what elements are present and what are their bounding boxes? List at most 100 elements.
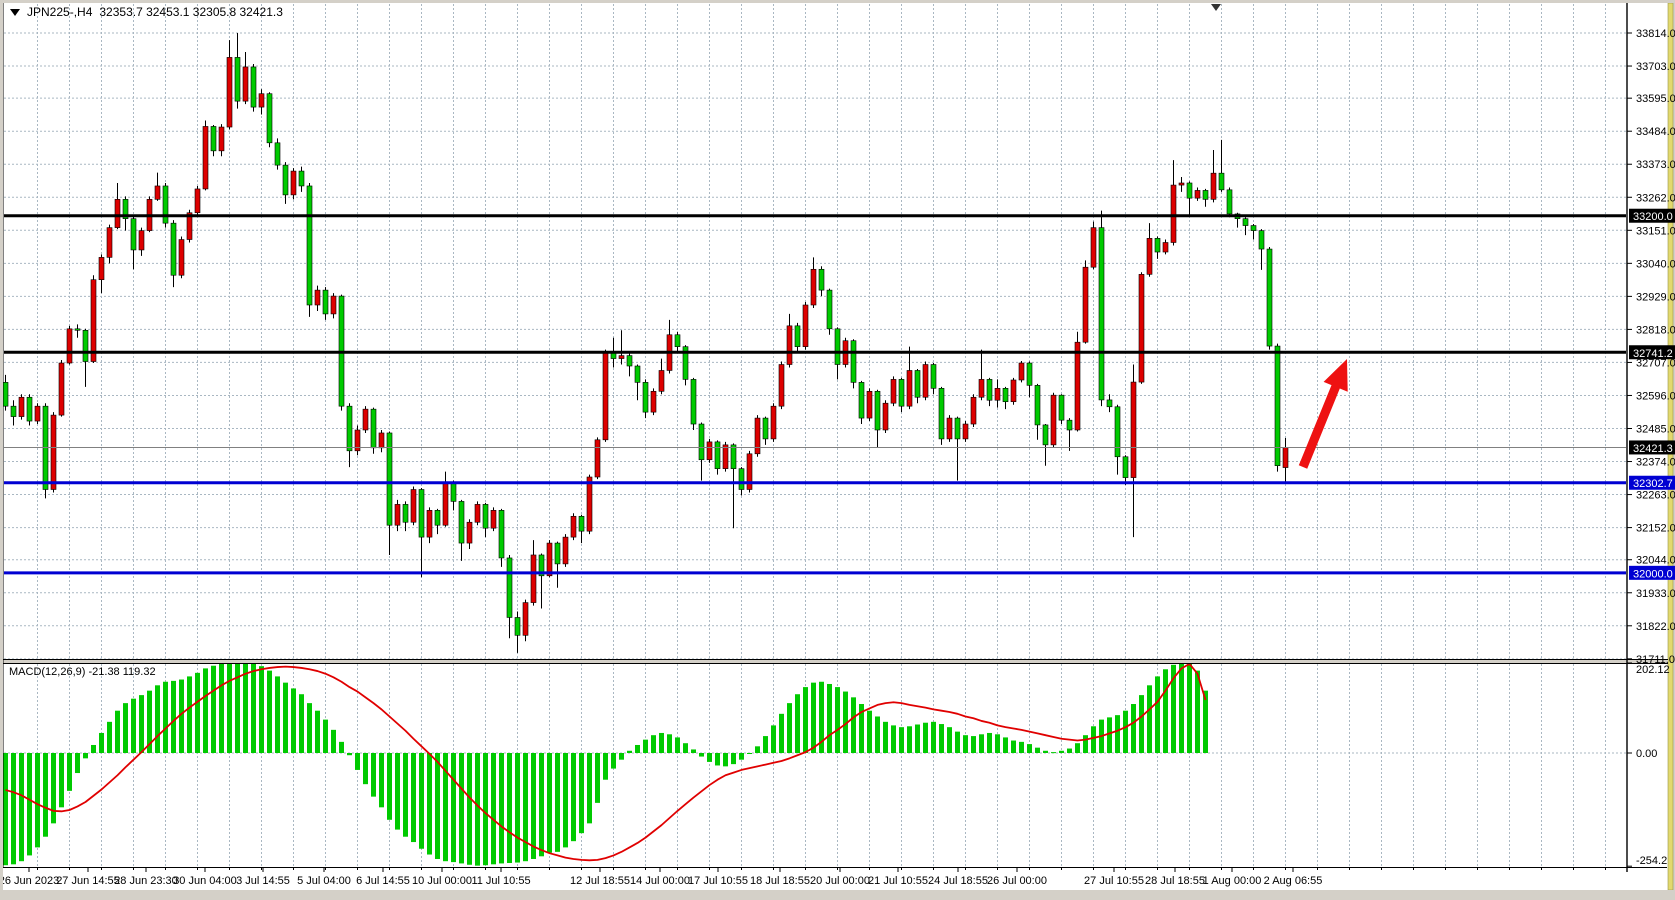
candle-up xyxy=(50,414,57,490)
candle-down xyxy=(626,355,633,367)
macd-bar xyxy=(243,661,248,753)
macd-bar xyxy=(1027,744,1032,753)
time-tick-label: 2 Aug 06:55 xyxy=(1264,875,1323,887)
price-tick-label: 31822.0 xyxy=(1636,621,1675,633)
macd-bar xyxy=(379,753,384,808)
macd-bar xyxy=(627,750,632,753)
candle-down xyxy=(1122,456,1129,478)
candle-down xyxy=(1042,424,1049,446)
macd-bar xyxy=(699,753,704,757)
candle-up xyxy=(1010,379,1017,403)
candle-down xyxy=(250,66,257,108)
macd-bar xyxy=(971,736,976,753)
macd-bar xyxy=(635,744,640,753)
panel-divider[interactable] xyxy=(3,659,1668,660)
macd-bar xyxy=(155,685,160,753)
price-axis[interactable]: 33814.0 33703.0 33595.0 33484.0 33373.0 33262… xyxy=(1627,28,1675,666)
price-tag-32421.3: 32421.3 xyxy=(1629,440,1675,455)
macd-bar xyxy=(251,663,256,753)
macd-bar xyxy=(907,726,912,753)
candle-up xyxy=(426,510,433,538)
candle-down xyxy=(954,417,961,440)
macd-bar xyxy=(443,753,448,862)
macd-bar xyxy=(675,737,680,753)
macd-scale-label: 202.12 xyxy=(1636,664,1670,676)
macd-bar xyxy=(131,698,136,753)
macd-bar xyxy=(11,753,16,865)
macd-bar xyxy=(427,753,432,855)
macd-bar xyxy=(723,753,728,767)
candle-up xyxy=(1130,381,1137,478)
macd-bar xyxy=(963,735,968,753)
macd-bar xyxy=(91,744,96,753)
time-tick-label: 28 Jul 18:55 xyxy=(1145,875,1205,887)
candle-down xyxy=(1114,406,1121,458)
candle-down xyxy=(1226,189,1233,215)
macd-bar xyxy=(67,753,72,791)
price-tick-label: 33040.0 xyxy=(1636,258,1675,270)
macd-bar xyxy=(451,753,456,863)
candle-down xyxy=(1242,218,1249,226)
macd-bar xyxy=(315,710,320,753)
macd-bar xyxy=(27,753,32,856)
candle-up xyxy=(962,423,969,440)
candle-down xyxy=(818,268,825,291)
macd-bar xyxy=(83,753,88,759)
candle-up xyxy=(1178,182,1185,186)
macd-bar xyxy=(795,694,800,753)
candle-up xyxy=(186,212,193,240)
macd-bar xyxy=(619,753,624,760)
symbol-period-label: JPN225-,H4 xyxy=(27,5,93,19)
candle-down xyxy=(538,554,545,577)
macd-bar xyxy=(355,753,360,770)
macd-bar xyxy=(179,679,184,753)
candle-down xyxy=(874,390,881,431)
price-tag-32302.7: 32302.7 xyxy=(1629,475,1675,490)
candle-down xyxy=(634,365,641,383)
candle-down xyxy=(826,289,833,330)
macd-bar xyxy=(267,670,272,753)
candle-up xyxy=(218,126,225,152)
red-up-arrow-annotation[interactable] xyxy=(1298,359,1348,469)
macd-bar xyxy=(995,734,1000,753)
candle-up xyxy=(90,279,97,362)
price-tick-label: 32044.0 xyxy=(1636,555,1675,567)
macd-name: MACD(12,26,9) xyxy=(9,666,86,678)
candle-down xyxy=(274,142,281,166)
time-tick-label: 30 Jun 04:00 xyxy=(173,875,237,887)
candle-down xyxy=(162,185,169,224)
candle-up xyxy=(562,536,569,565)
macd-bar xyxy=(595,753,600,803)
time-tick-label: 10 Jul 00:00 xyxy=(412,875,472,887)
candle-down xyxy=(858,382,865,419)
candle-down xyxy=(402,504,409,523)
candle-down xyxy=(1058,394,1065,421)
macd-bar xyxy=(1131,704,1136,753)
price-tick-label: 33373.0 xyxy=(1636,159,1675,171)
macd-bar xyxy=(1035,747,1040,753)
candle-down xyxy=(74,328,81,331)
candle-down xyxy=(1154,238,1161,253)
macd-bar xyxy=(755,746,760,753)
macd-bar xyxy=(531,753,536,859)
candle-up xyxy=(922,364,929,398)
macd-bar xyxy=(683,743,688,753)
time-tick-label: 6 Jul 14:55 xyxy=(356,875,410,887)
macd-main-value: -21.38 xyxy=(88,666,120,678)
candle-down xyxy=(682,346,689,380)
macd-bar xyxy=(275,676,280,753)
window-menu-icon[interactable] xyxy=(10,8,20,16)
candle-down xyxy=(578,515,585,532)
panel-divider-gap[interactable] xyxy=(3,660,1668,663)
candle-up xyxy=(410,489,417,523)
candle-down xyxy=(2,382,9,407)
chart-shift-marker-icon[interactable] xyxy=(1211,4,1221,11)
macd-bar xyxy=(299,694,304,753)
candle-down xyxy=(986,379,993,401)
macd-bar xyxy=(739,753,744,760)
macd-bar xyxy=(139,695,144,753)
macd-bar xyxy=(411,753,416,843)
